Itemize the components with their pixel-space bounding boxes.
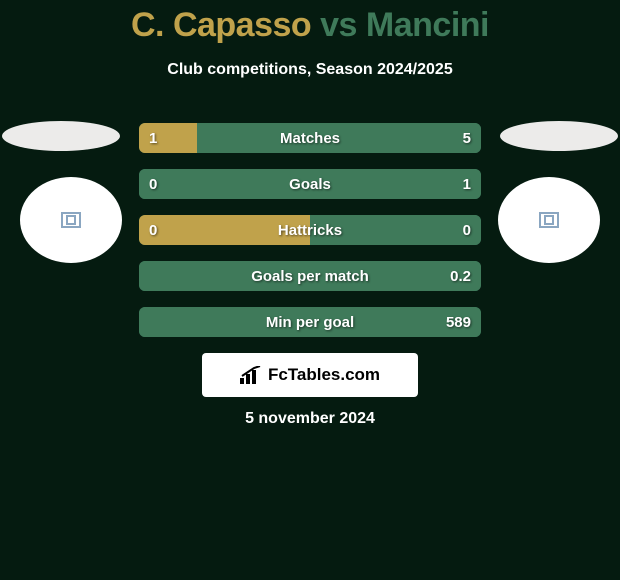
bar-chart-icon	[240, 366, 262, 384]
footer-date: 5 november 2024	[0, 410, 620, 428]
player2-club-badge	[498, 177, 600, 263]
stat-row: 0.2Goals per match	[139, 261, 481, 291]
stat-right-value: 0.2	[440, 261, 481, 291]
stat-right-value: 589	[436, 307, 481, 337]
logo-panel: FcTables.com	[202, 353, 418, 397]
stat-left-value: 0	[139, 215, 167, 245]
stat-row: 15Matches	[139, 123, 481, 153]
player1-name: C. Capasso	[131, 6, 311, 44]
stat-right-value: 1	[453, 169, 481, 199]
stat-row: 01Goals	[139, 169, 481, 199]
stats-list: 15Matches01Goals00Hattricks0.2Goals per …	[139, 123, 481, 353]
logo-text: FcTables.com	[268, 365, 380, 385]
page-title: C. Capasso vs Mancini	[0, 0, 620, 45]
comparison-card: C. Capasso vs Mancini Club competitions,…	[0, 0, 620, 580]
stat-row: 00Hattricks	[139, 215, 481, 245]
vs-text: vs	[320, 6, 357, 44]
subtitle: Club competitions, Season 2024/2025	[0, 61, 620, 79]
stat-right-value: 5	[453, 123, 481, 153]
stat-left-value: 0	[139, 169, 167, 199]
stat-left-value	[139, 261, 159, 291]
player2-name: Mancini	[366, 6, 489, 44]
player1-flag	[2, 121, 120, 151]
stat-right-value: 0	[453, 215, 481, 245]
stat-left-value: 1	[139, 123, 167, 153]
placeholder-icon	[539, 212, 559, 228]
placeholder-icon	[61, 212, 81, 228]
player2-flag	[500, 121, 618, 151]
stat-row: 589Min per goal	[139, 307, 481, 337]
player1-club-badge	[20, 177, 122, 263]
stat-left-value	[139, 307, 159, 337]
